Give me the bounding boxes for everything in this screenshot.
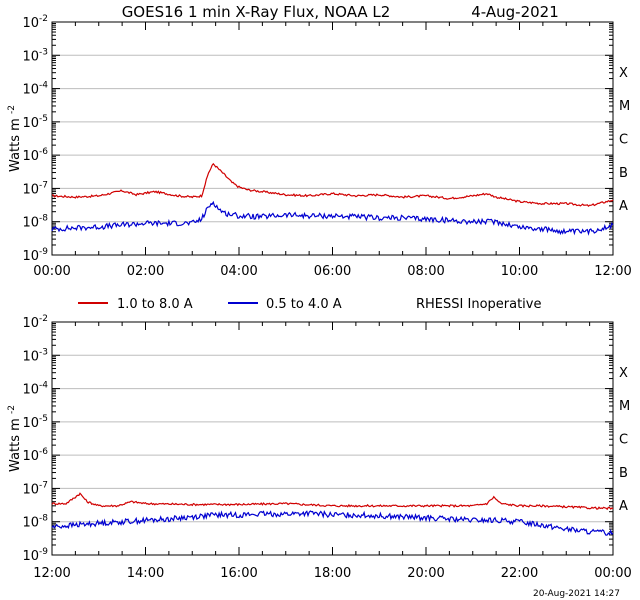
y-axis-label: Watts m -2	[7, 405, 23, 472]
flare-class-label: A	[619, 199, 628, 214]
y-tick-label: 10-6	[22, 147, 48, 164]
flare-class-label: C	[619, 133, 628, 148]
footer-timestamp: 20-Aug-2021 14:27	[533, 589, 620, 599]
y-tick-label: 10-8	[22, 514, 48, 531]
x-tick-label: 04:00	[220, 264, 257, 279]
y-tick-label: 10-4	[22, 81, 48, 98]
flare-class-label: M	[619, 399, 630, 414]
y-tick-label: 10-2	[22, 14, 48, 31]
series-short-line	[51, 200, 614, 236]
series-long-line	[51, 492, 614, 511]
x-tick-label: 12:00	[33, 566, 70, 581]
y-tick-label: 10-9	[22, 547, 48, 564]
series-long-line	[52, 162, 614, 208]
series-short-line	[51, 510, 614, 536]
plot-frame	[51, 21, 614, 256]
legend-long-label: 1.0 to 8.0 A	[117, 297, 193, 312]
y-tick-label: 10-7	[22, 480, 48, 497]
x-tick-label: 18:00	[314, 566, 351, 581]
x-tick-label: 14:00	[127, 566, 164, 581]
y-tick-label: 10-3	[22, 347, 48, 364]
flare-class-label: B	[619, 166, 628, 181]
y-tick-label: 10-5	[22, 114, 48, 131]
x-tick-label: 00:00	[594, 566, 631, 581]
x-tick-label: 00:00	[33, 264, 70, 279]
x-tick-label: 22:00	[501, 566, 538, 581]
y-tick-label: 10-3	[22, 47, 48, 64]
x-tick-label: 12:00	[594, 264, 631, 279]
x-tick-label: 02:00	[127, 264, 164, 279]
flare-class-label: X	[619, 66, 628, 81]
x-tick-label: 10:00	[501, 264, 538, 279]
y-tick-label: 10-2	[22, 314, 48, 331]
y-tick-label: 10-8	[22, 214, 48, 231]
x-tick-label: 20:00	[407, 566, 444, 581]
panel-2: 10-2 10-3 10-4 10-5 10-6 10-7 10-8 10-9 Watts m …	[7, 314, 632, 581]
legend-short-label: 0.5 to 4.0 A	[266, 297, 342, 312]
y-tick-label: 10-9	[22, 247, 48, 264]
flare-class-label: A	[619, 499, 628, 514]
y-tick-label: 10-6	[22, 447, 48, 464]
x-tick-label: 16:00	[220, 566, 257, 581]
panel-1: 10-2 10-3 10-4 10-5 10-6 10-7 10-8 10-9 Watts m …	[7, 14, 632, 279]
chart-date: 4-Aug-2021	[471, 3, 559, 21]
y-axis-label: Watts m -2	[7, 105, 23, 172]
y-tick-label: 10-7	[22, 180, 48, 197]
y-tick-label: 10-4	[22, 381, 48, 398]
flare-class-label: M	[619, 99, 630, 114]
flare-class-label: X	[619, 366, 628, 381]
flare-class-label: B	[619, 466, 628, 481]
legend: 1.0 to 8.0 A 0.5 to 4.0 A RHESSI Inopera…	[78, 297, 541, 312]
x-tick-label: 06:00	[314, 264, 351, 279]
legend-note: RHESSI Inoperative	[416, 297, 541, 312]
chart-title: GOES16 1 min X-Ray Flux, NOAA L2	[122, 3, 391, 21]
flare-class-label: C	[619, 433, 628, 448]
x-tick-label: 08:00	[407, 264, 444, 279]
y-tick-label: 10-5	[22, 414, 48, 431]
